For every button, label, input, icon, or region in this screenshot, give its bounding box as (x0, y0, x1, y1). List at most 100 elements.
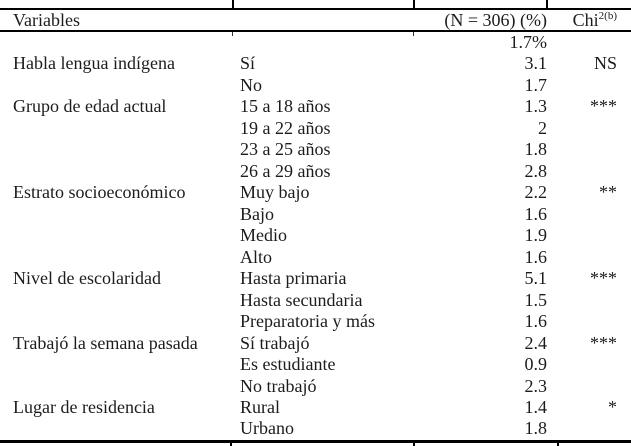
significance-cell (553, 225, 631, 246)
significance-cell (553, 161, 631, 182)
significance-cell: *** (590, 332, 617, 353)
category-cell: Sí (240, 53, 256, 74)
variable-cell (0, 354, 231, 375)
value-cell: 1.4 (524, 396, 548, 417)
significance-cell (553, 418, 631, 439)
header-variables: Variables (13, 10, 80, 30)
value-cell: 2.8 (524, 160, 548, 181)
value-cell: 2 (538, 117, 547, 138)
variable-cell (0, 376, 231, 397)
category-cell: Preparatoria y más (240, 311, 375, 332)
significance-cell (553, 32, 631, 53)
significance-cell (553, 139, 631, 160)
column-divider-tick (557, 443, 559, 446)
variable-cell (0, 247, 231, 268)
significance-cell (553, 118, 631, 139)
table-body: 1.7% Habla lengua indígena Sí 3.1 NS No … (0, 32, 631, 440)
table-row: Habla lengua indígena Sí 3.1 NS (0, 53, 631, 74)
table-top-rule (0, 8, 631, 10)
header-n-percent: (N = 306) (%) (444, 10, 547, 30)
category-cell: 19 a 22 años (240, 117, 331, 138)
table-row: 1.7% (0, 32, 631, 53)
value-cell: 1.3 (524, 96, 548, 117)
header-chi-squared: Chi2(b) (572, 10, 617, 30)
table-row: Bajo 1.6 (0, 204, 631, 225)
category-cell: Muy bajo (240, 182, 310, 203)
table-bottom-rule (0, 440, 631, 443)
table-row: 26 a 29 años 2.8 (0, 161, 631, 182)
variable-cell: Trabajó la semana pasada (13, 332, 198, 353)
column-divider-tick (232, 32, 233, 36)
significance-cell: NS (593, 53, 617, 74)
value-cell: 2.2 (524, 182, 548, 203)
header-empty (231, 10, 414, 30)
table-row: Es estudiante 0.9 (0, 354, 631, 375)
value-cell: 1.5 (524, 289, 548, 310)
category-cell: 23 a 25 años (240, 139, 331, 160)
significance-cell (553, 247, 631, 268)
value-cell: 2.4 (524, 332, 548, 353)
header-separator-rule (0, 30, 631, 32)
category-cell: Medio (240, 225, 287, 246)
category-cell: No (240, 74, 262, 95)
significance-cell: ** (599, 182, 617, 203)
variable-cell (0, 32, 231, 53)
significance-cell: *** (590, 96, 617, 117)
value-cell: 3.1 (524, 53, 548, 74)
variable-cell (0, 161, 231, 182)
table-row: Nivel de escolaridad Hasta primaria 5.1 … (0, 268, 631, 289)
significance-cell (553, 376, 631, 397)
table-header-row: Variables (N = 306) (%) Chi2(b) (0, 10, 631, 30)
column-divider-tick (413, 32, 414, 36)
variable-cell (0, 311, 231, 332)
column-divider-tick (546, 0, 548, 8)
table-row: Estrato socioeconómico Muy bajo 2.2 ** (0, 182, 631, 203)
significance-cell: *** (590, 268, 617, 289)
table-row: Trabajó la semana pasada Sí trabajó 2.4 … (0, 333, 631, 354)
variable-cell: Habla lengua indígena (13, 53, 175, 74)
value-cell: 1.6 (524, 203, 548, 224)
variable-cell: Lugar de residencia (13, 396, 155, 417)
table-row: Preparatoria y más 1.6 (0, 311, 631, 332)
variable-cell: Estrato socioeconómico (13, 182, 186, 203)
table-row: 19 a 22 años 2 (0, 118, 631, 139)
significance-cell (553, 290, 631, 311)
table-row: Alto 1.6 (0, 247, 631, 268)
significance-cell (553, 354, 631, 375)
category-cell: 26 a 29 años (240, 160, 331, 181)
value-cell: 1.7 (524, 74, 548, 95)
table-row: Medio 1.9 (0, 225, 631, 246)
value-cell: 0.9 (524, 354, 548, 375)
variable-cell (0, 418, 231, 439)
significance-cell (553, 204, 631, 225)
category-cell: No trabajó (240, 375, 317, 396)
chi-superscript: 2(b) (598, 10, 617, 22)
value-cell: 1.8 (524, 139, 548, 160)
value-cell: 1.7% (509, 32, 548, 52)
table-row: No 1.7 (0, 75, 631, 96)
table-row: Grupo de edad actual 15 a 18 años 1.3 **… (0, 96, 631, 117)
variable-cell: Grupo de edad actual (13, 96, 167, 117)
column-divider-tick (232, 0, 234, 8)
variable-cell (0, 139, 231, 160)
variable-cell (0, 225, 231, 246)
value-cell: 1.6 (524, 246, 548, 267)
category-cell: Hasta primaria (240, 268, 347, 289)
category-cell: Urbano (240, 418, 294, 439)
category-cell: Alto (240, 246, 273, 267)
category-cell: Bajo (240, 203, 274, 224)
value-cell: 1.9 (524, 225, 548, 246)
value-cell: 1.6 (524, 311, 548, 332)
significance-cell (553, 75, 631, 96)
significance-cell (553, 311, 631, 332)
table-row: Hasta secundaria 1.5 (0, 290, 631, 311)
category-cell: 15 a 18 años (240, 96, 331, 117)
variable-cell: Nivel de escolaridad (13, 268, 161, 289)
category-cell: Rural (240, 396, 280, 417)
value-cell: 1.8 (524, 418, 548, 439)
table-row: 23 a 25 años 1.8 (0, 139, 631, 160)
column-divider-tick (230, 443, 232, 446)
value-cell: 2.3 (524, 375, 548, 396)
variable-cell (0, 118, 231, 139)
